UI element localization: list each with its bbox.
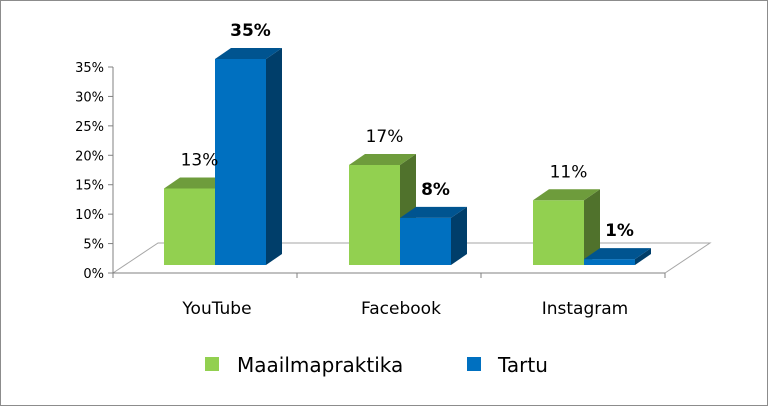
legend-label-maailmapraktika: Maailmapraktika <box>237 353 403 377</box>
bar-tartu-youtube <box>215 48 282 265</box>
data-label: 35% <box>230 21 271 41</box>
data-label: 11% <box>550 162 588 182</box>
legend-label-tartu: Tartu <box>497 353 548 377</box>
category-label: YouTube <box>181 299 251 319</box>
bar-front-face <box>584 259 635 265</box>
bars <box>164 48 651 265</box>
data-label: 1% <box>605 221 634 241</box>
bar-side-face <box>584 189 600 265</box>
legend: Maailmapraktika Tartu <box>205 353 548 377</box>
bar-front-face <box>349 164 400 265</box>
y-tick-label: 30% <box>75 90 104 105</box>
bar-maailmapraktika-instagram <box>533 189 600 265</box>
bar-front-face <box>215 59 266 265</box>
y-tick-label: 10% <box>75 208 104 223</box>
bar-tartu-facebook <box>400 206 467 265</box>
y-tick-label: 20% <box>75 149 104 164</box>
y-tick-label: 5% <box>83 238 104 253</box>
bar-side-face <box>451 206 467 265</box>
bar-front-face <box>533 200 584 265</box>
bar-top-face <box>349 153 416 165</box>
category-label: Facebook <box>361 299 441 319</box>
data-label: 8% <box>421 180 450 200</box>
bar-front-face <box>164 188 215 265</box>
y-tick-label: 0% <box>83 267 104 282</box>
legend-swatch-tartu <box>467 357 481 371</box>
bar-side-face <box>266 48 282 265</box>
category-axis: YouTube Facebook Instagram <box>112 272 666 319</box>
bar-side-face <box>635 248 651 265</box>
category-label: Instagram <box>542 299 629 319</box>
y-tick-label: 15% <box>75 179 104 194</box>
bar-top-face <box>215 48 282 59</box>
bar-tartu-instagram <box>584 248 651 265</box>
data-label: 17% <box>366 127 404 147</box>
data-labels: 13% 35% 17% 8% 11% 1% <box>181 21 634 241</box>
value-axis: 0% 5% 10% 15% 20% 25% 30% 35% <box>75 61 114 282</box>
y-tick-label: 25% <box>75 120 104 135</box>
bar-top-face <box>533 189 600 201</box>
bar-top-face <box>584 248 651 260</box>
y-tick-label: 35% <box>75 61 104 76</box>
legend-swatch-maailmapraktika <box>205 357 219 371</box>
bar-top-face <box>164 177 231 189</box>
bar-front-face <box>400 217 451 265</box>
data-label: 13% <box>181 150 219 170</box>
bar-top-face <box>400 206 467 218</box>
